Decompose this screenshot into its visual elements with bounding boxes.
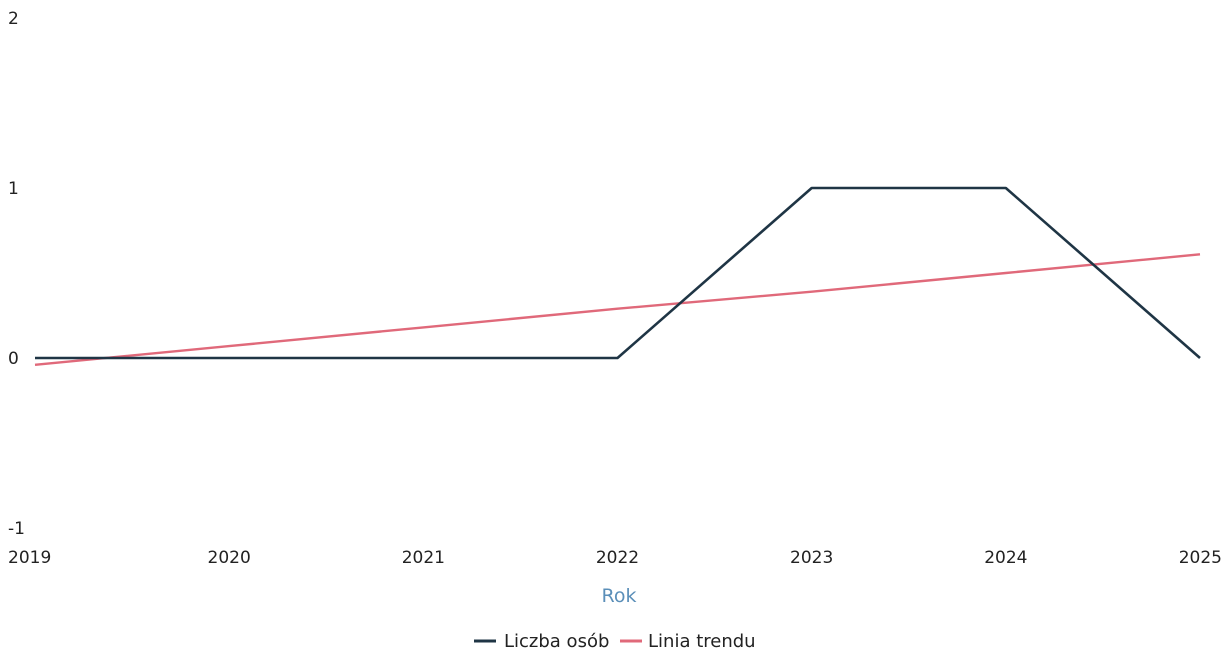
x-tick-label: 2023 (790, 548, 833, 568)
legend: Liczba osób Linia trendu (474, 631, 756, 652)
x-tick-label: 2021 (402, 548, 445, 568)
series-line-liczba-osob (35, 186, 1201, 360)
y-tick-label: 1 (8, 179, 19, 199)
y-tick-label: 0 (8, 349, 19, 369)
x-tick-label: 2025 (1179, 548, 1222, 568)
y-tick-label: -1 (8, 519, 25, 539)
y-tick-label: 2 (8, 9, 19, 29)
x-tick-label: 2019 (8, 548, 51, 568)
legend-label: Liczba osób (504, 631, 609, 652)
x-tick-label: 2024 (984, 548, 1027, 568)
series-lines (34, 186, 1201, 366)
x-axis-ticks: 2019 2020 2021 2022 2023 2024 2025 (8, 548, 1222, 568)
x-axis-title: Rok (602, 585, 637, 607)
x-tick-label: 2022 (596, 548, 639, 568)
y-axis-ticks: 2 1 0 -1 (8, 9, 25, 539)
x-tick-label: 2020 (208, 548, 251, 568)
legend-label: Linia trendu (648, 631, 756, 652)
series-line-linia-trendu (34, 253, 1201, 366)
